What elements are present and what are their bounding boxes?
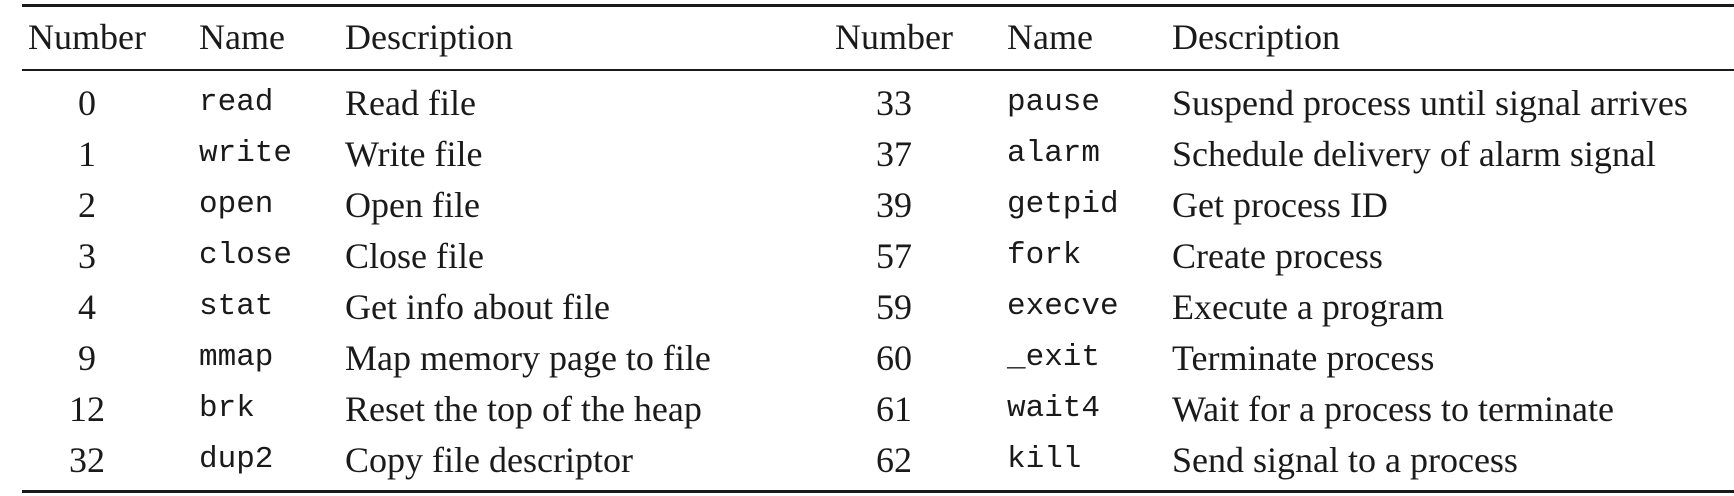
syscall-number: 39 <box>876 185 912 225</box>
syscall-description: Terminate process <box>1172 338 1435 378</box>
syscall-name: execve <box>1007 289 1119 324</box>
table-row: 1 write Write file 37 alarm Schedule del… <box>22 131 1734 182</box>
table-row: 2 open Open file 39 getpid Get process I… <box>22 182 1734 233</box>
syscall-description: Open file <box>345 185 480 225</box>
syscall-description: Schedule delivery of alarm signal <box>1172 134 1656 174</box>
syscall-number: 9 <box>78 338 96 378</box>
syscall-number: 1 <box>78 134 96 174</box>
syscall-description: Write file <box>345 134 483 174</box>
syscall-number: 12 <box>69 389 105 429</box>
syscall-description: Read file <box>345 83 476 123</box>
syscall-name: mmap <box>199 340 274 375</box>
syscall-name: wait4 <box>1007 391 1101 426</box>
syscall-name: _exit <box>1007 340 1101 375</box>
syscall-name: close <box>199 238 293 273</box>
syscall-table: Number Name Description Number Name Desc… <box>22 0 1734 496</box>
syscall-number: 33 <box>876 83 912 123</box>
table-row: 9 mmap Map memory page to file 60 _exit … <box>22 335 1734 386</box>
syscall-number: 0 <box>78 83 96 123</box>
header-number-left: Number <box>28 17 146 57</box>
header-description-left: Description <box>345 17 513 57</box>
syscall-name: kill <box>1007 442 1082 477</box>
syscall-description: Wait for a process to terminate <box>1172 389 1614 429</box>
header-row: Number Name Description Number Name Desc… <box>22 14 1734 60</box>
header-rule <box>22 69 1734 71</box>
table-row: 3 close Close file 57 fork Create proces… <box>22 233 1734 284</box>
syscall-name: alarm <box>1007 136 1101 171</box>
syscall-description: Send signal to a process <box>1172 440 1518 480</box>
syscall-number: 61 <box>876 389 912 429</box>
syscall-name: read <box>199 85 274 120</box>
table-row: 4 stat Get info about file 59 execve Exe… <box>22 284 1734 335</box>
table-row: 0 read Read file 33 pause Suspend proces… <box>22 80 1734 131</box>
syscall-description: Map memory page to file <box>345 338 711 378</box>
syscall-number: 57 <box>876 236 912 276</box>
header-number-right: Number <box>835 17 953 57</box>
syscall-name: pause <box>1007 85 1101 120</box>
syscall-number: 2 <box>78 185 96 225</box>
table-body: 0 read Read file 33 pause Suspend proces… <box>22 80 1734 488</box>
syscall-name: brk <box>199 391 255 426</box>
bottom-rule <box>22 490 1734 493</box>
syscall-number: 37 <box>876 134 912 174</box>
syscall-name: write <box>199 136 293 171</box>
syscall-description: Reset the top of the heap <box>345 389 702 429</box>
syscall-name: open <box>199 187 274 222</box>
syscall-name: stat <box>199 289 274 324</box>
syscall-number: 32 <box>69 440 105 480</box>
syscall-name: getpid <box>1007 187 1119 222</box>
syscall-number: 62 <box>876 440 912 480</box>
syscall-number: 3 <box>78 236 96 276</box>
syscall-description: Get info about file <box>345 287 610 327</box>
syscall-description: Get process ID <box>1172 185 1388 225</box>
syscall-number: 59 <box>876 287 912 327</box>
syscall-description: Copy file descriptor <box>345 440 633 480</box>
top-rule <box>22 4 1734 7</box>
header-description-right: Description <box>1172 17 1340 57</box>
syscall-description: Close file <box>345 236 484 276</box>
table-row: 12 brk Reset the top of the heap 61 wait… <box>22 386 1734 437</box>
syscall-description: Create process <box>1172 236 1383 276</box>
table-row: 32 dup2 Copy file descriptor 62 kill Sen… <box>22 437 1734 488</box>
syscall-name: dup2 <box>199 442 274 477</box>
syscall-name: fork <box>1007 238 1082 273</box>
syscall-number: 60 <box>876 338 912 378</box>
syscall-description: Execute a program <box>1172 287 1444 327</box>
header-name-left: Name <box>199 17 285 57</box>
header-name-right: Name <box>1007 17 1093 57</box>
syscall-description: Suspend process until signal arrives <box>1172 83 1688 123</box>
syscall-number: 4 <box>78 287 96 327</box>
